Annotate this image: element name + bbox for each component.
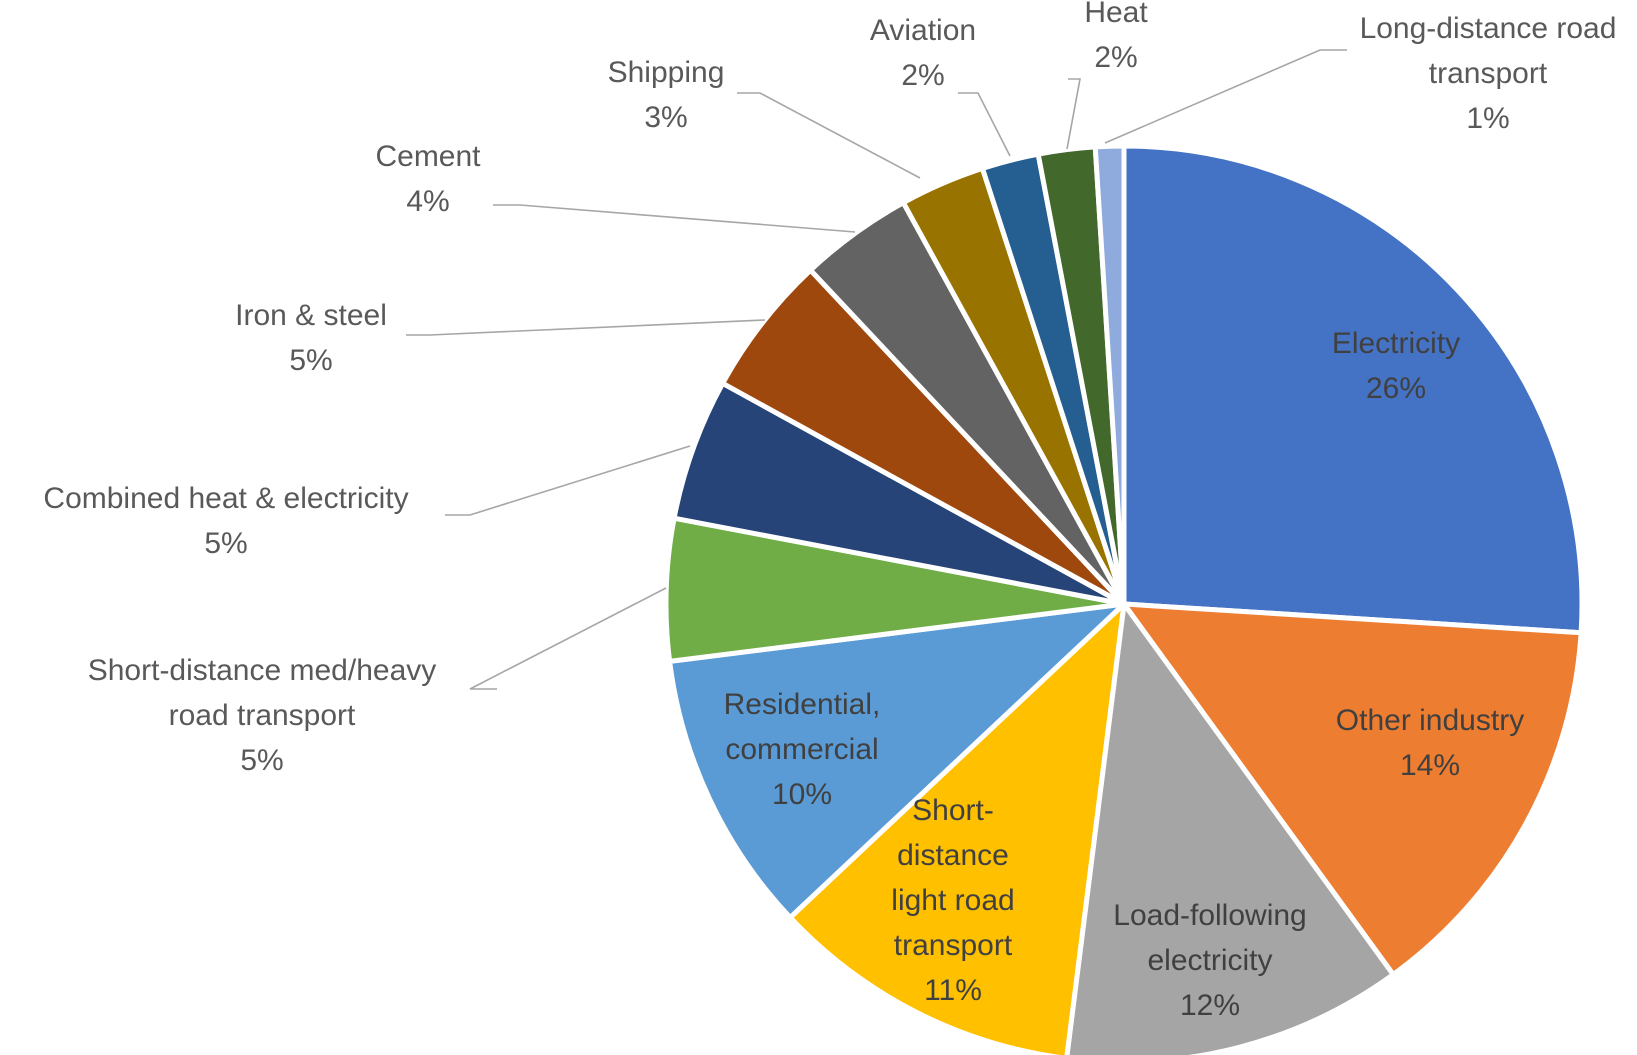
data-label-line: electricity xyxy=(1147,944,1272,977)
pie-slice-electricity xyxy=(1121,143,1585,636)
data-label-percent: 14% xyxy=(1400,749,1460,782)
data-label-percent: 5% xyxy=(289,344,332,377)
leader-lines xyxy=(406,49,1347,690)
pie-slice-long-distance-road-transport xyxy=(1092,143,1127,607)
data-label-percent: 5% xyxy=(240,744,283,777)
pie-slices xyxy=(663,143,1585,1055)
leader-line-shipping xyxy=(737,92,921,179)
leader-line-cement xyxy=(493,204,856,233)
data-label-percent: 1% xyxy=(1466,102,1509,135)
data-label-line: Short- xyxy=(912,794,994,827)
leader-line-long-distance-road-transport xyxy=(1104,49,1347,144)
data-label-combined-heat-electricity: Combined heat & electricity 5% xyxy=(43,482,408,560)
pie-slice-short-distance-light-road-transport xyxy=(787,601,1127,1055)
data-label-line: Iron & steel xyxy=(235,299,387,332)
data-label-long-distance-road-transport: Long-distance road transport 1% xyxy=(1360,12,1617,135)
leader-line-short-distance-med-heavy-road-transport xyxy=(469,587,667,690)
data-label-line: distance xyxy=(897,839,1009,872)
data-label-percent: 11% xyxy=(924,974,982,1007)
data-label-shipping: Shipping 3% xyxy=(608,56,725,134)
pie-slice-short-distance-med-heavy-road-transport xyxy=(663,515,1127,664)
pie-slice-other-industry xyxy=(1121,601,1584,978)
data-label-line: Electricity xyxy=(1332,327,1460,360)
data-label-line: Residential, xyxy=(724,688,881,721)
pie-slice-iron-steel xyxy=(720,267,1127,607)
data-label-line: light road xyxy=(891,884,1014,917)
data-label-line: Short-distance med/heavy xyxy=(88,654,437,687)
data-label-line: Shipping xyxy=(608,56,725,89)
data-label-percent: 10% xyxy=(772,778,832,811)
data-label-percent: 5% xyxy=(204,527,247,560)
data-label-load-following-electricity: Load-following electricity 12% xyxy=(1113,899,1306,1022)
data-label-residential-commercial: Residential, commercial 10% xyxy=(724,688,881,811)
data-label-cement: Cement 4% xyxy=(375,140,481,218)
leader-line-aviation xyxy=(958,92,1011,157)
data-label-line: Aviation xyxy=(870,14,976,47)
data-label-percent: 26% xyxy=(1366,372,1426,405)
leader-line-iron-steel xyxy=(406,319,766,336)
data-label-aviation: Aviation 2% xyxy=(870,14,976,92)
data-label-line: Other industry xyxy=(1336,704,1524,737)
data-label-percent: 2% xyxy=(901,59,944,92)
data-label-line: road transport xyxy=(169,699,356,732)
data-label-line: transport xyxy=(1429,57,1548,90)
leader-line-combined-heat-electricity xyxy=(445,445,691,516)
data-label-short-distance-light-road-transport: Short-distance light road transport 11% xyxy=(891,794,1014,1007)
data-label-short-distance-med-heavy-road-transport: Short-distance med/heavy road transport 5% xyxy=(88,654,437,777)
data-label-line: Heat xyxy=(1084,0,1148,29)
pie-slice-residential-commercial xyxy=(667,601,1127,921)
data-label-percent: 4% xyxy=(406,185,449,218)
data-label-percent: 12% xyxy=(1180,989,1240,1022)
data-label-heat: Heat 2% xyxy=(1084,0,1148,74)
data-label-line: Combined heat & electricity xyxy=(43,482,408,515)
pie-slice-load-following-electricity xyxy=(1064,601,1396,1055)
data-label-percent: 3% xyxy=(644,101,687,134)
data-label-line: Long-distance road xyxy=(1360,12,1617,45)
data-label-iron-steel: Iron & steel 5% xyxy=(235,299,387,377)
pie-slice-combined-heat-electricity xyxy=(671,380,1127,607)
data-label-other-industry: Other industry 14% xyxy=(1336,704,1524,782)
data-label-electricity: Electricity 26% xyxy=(1332,327,1460,405)
data-label-line: Load-following xyxy=(1113,899,1306,932)
leader-line-heat xyxy=(1066,78,1081,150)
data-label-percent: 2% xyxy=(1094,41,1137,74)
data-label-line: commercial xyxy=(725,733,878,766)
data-labels: Electricity 26% Other industry 14% Load-foll… xyxy=(43,0,1616,1022)
data-label-line: transport xyxy=(894,929,1013,962)
data-label-line: Cement xyxy=(375,140,481,173)
